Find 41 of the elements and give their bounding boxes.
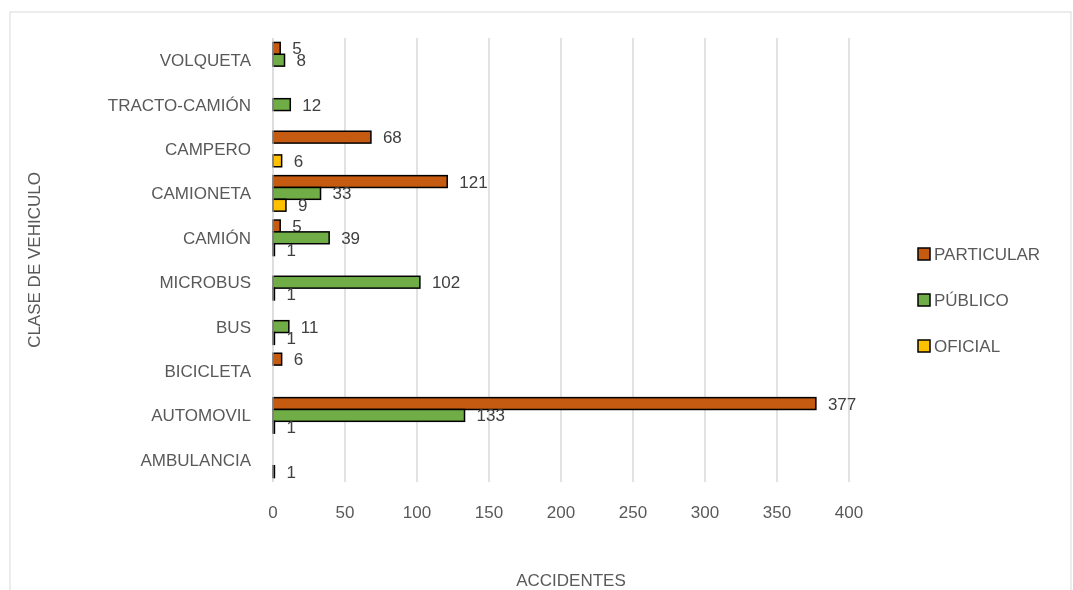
y-tick-label: TRACTO-CAMIÓN [107,95,251,115]
data-label: 1 [286,462,296,482]
y-axis-title: CLASE DE VEHICULO [25,172,44,348]
data-label: 11 [300,317,319,337]
x-tick-label: 200 [546,503,576,522]
data-label: 121 [459,172,488,192]
data-label: 133 [476,406,505,426]
x-tick-label: 150 [474,503,504,522]
y-tick-label: CAMPERO [165,140,251,159]
data-label: 6 [293,151,304,171]
data-label: 33 [332,184,352,204]
x-tick-label: 100 [402,503,432,522]
x-tick-label: 400 [834,503,864,522]
x-tick-label: 300 [690,503,720,522]
data-label: 1 [286,285,296,305]
y-tick-label: AMBULANCIA [140,450,252,470]
data-label: 1 [286,240,296,260]
data-label: 6 [293,350,304,370]
legend-label: PÚBLICO [934,291,1009,310]
y-tick-label: CAMIONETA [151,184,252,204]
legend-label: PARTICULAR [934,245,1041,264]
y-tick-label: AUTOMOVIL [151,406,251,426]
y-tick-label: MICROBUS [159,273,251,293]
y-tick-label: VOLQUETA [159,51,252,71]
y-tick-label: BUS [216,317,251,337]
x-tick-label: 250 [618,503,648,522]
data-label: 68 [382,128,402,148]
x-tick-label: 50 [335,503,355,522]
x-tick-label: 350 [762,503,792,522]
data-label: 39 [341,228,361,248]
data-label: 1 [286,418,296,438]
data-label: 9 [297,196,308,216]
y-tick-label: BICICLETA [164,362,252,381]
legend-label: OFICIAL [934,337,1001,356]
data-label: 12 [302,95,322,115]
data-label: 102 [431,273,461,293]
x-axis-title: ACCIDENTES [516,571,626,590]
data-label: 377 [827,394,857,414]
y-tick-label: CAMIÓN [183,228,251,248]
data-label: 1 [286,329,296,349]
x-tick-label: 0 [268,503,278,522]
